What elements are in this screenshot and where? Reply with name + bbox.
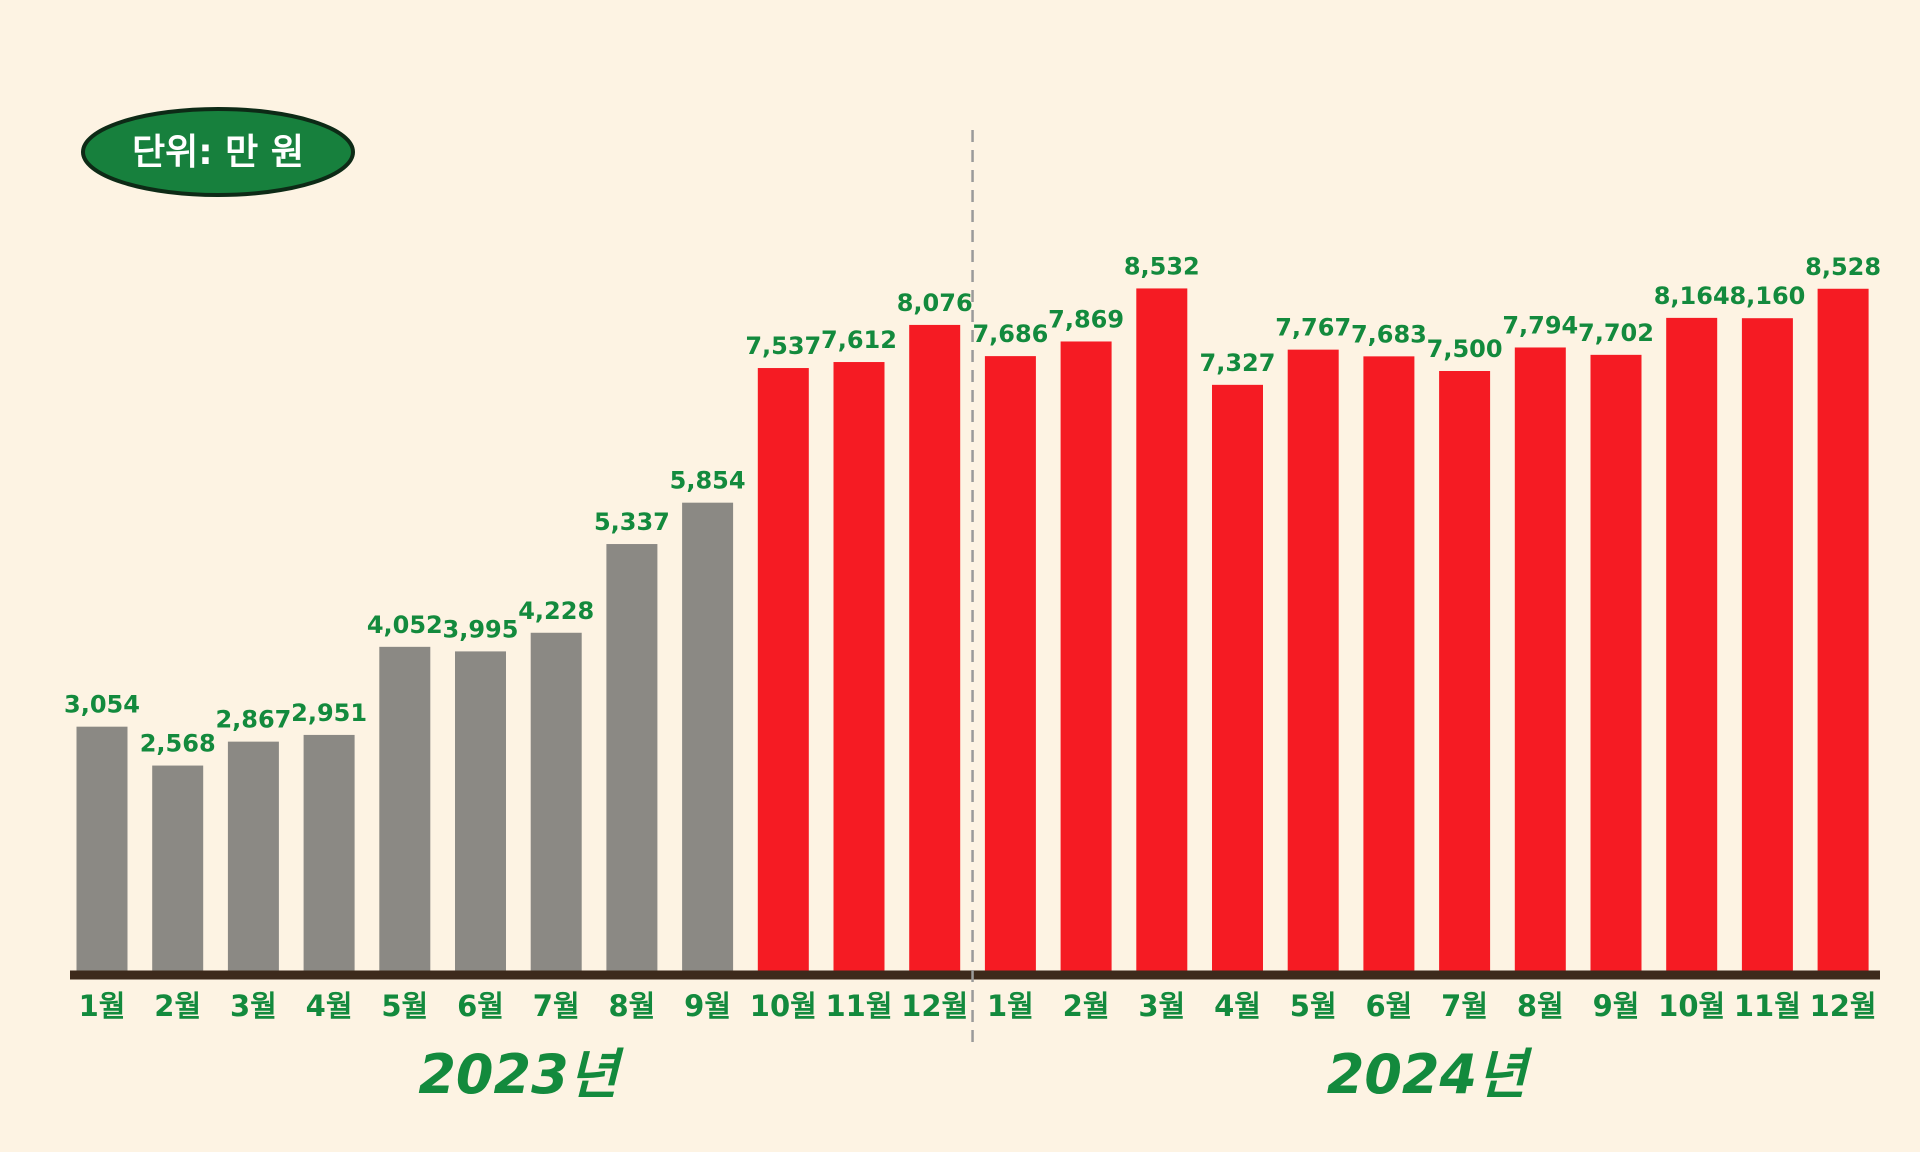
bar-23 <box>1741 318 1793 971</box>
value-label-18: 7,683 <box>1351 320 1427 348</box>
value-label-21: 7,702 <box>1578 319 1654 347</box>
month-label-20: 8월 <box>1517 989 1564 1023</box>
month-label-12: 12월 <box>901 989 968 1023</box>
value-label-24: 8,528 <box>1805 253 1881 281</box>
bar-7 <box>530 632 582 971</box>
bars-layer <box>76 288 1869 972</box>
value-label-3: 2,867 <box>215 706 291 734</box>
month-label-5: 5월 <box>381 989 428 1023</box>
bar-4 <box>303 734 355 971</box>
month-label-1: 1월 <box>79 989 126 1023</box>
bar-11 <box>833 362 885 971</box>
value-label-10: 7,537 <box>745 332 821 360</box>
month-label-2: 2월 <box>154 989 201 1023</box>
value-label-14: 7,869 <box>1048 305 1124 333</box>
value-label-4: 2,951 <box>291 699 367 727</box>
bar-3 <box>227 741 279 971</box>
month-label-11: 11월 <box>825 989 892 1023</box>
bar-6 <box>455 651 506 971</box>
bar-5 <box>379 646 431 971</box>
month-label-19: 7월 <box>1441 989 1488 1023</box>
value-label-1: 3,054 <box>64 691 140 719</box>
bar-18 <box>1363 356 1415 971</box>
bar-13 <box>984 356 1036 971</box>
value-label-11: 7,612 <box>821 326 897 354</box>
month-label-17: 5월 <box>1290 989 1337 1023</box>
month-label-13: 1월 <box>987 989 1034 1023</box>
bar-2 <box>152 765 204 971</box>
value-label-5: 4,052 <box>367 611 443 639</box>
month-label-23: 11월 <box>1734 989 1801 1023</box>
value-label-19: 7,500 <box>1427 335 1503 363</box>
unit-badge-shape <box>81 107 355 197</box>
value-label-16: 7,327 <box>1200 349 1276 377</box>
year-labels-layer: 2023년 2024년 <box>418 1043 1533 1106</box>
month-label-8: 8월 <box>608 989 655 1023</box>
month-label-7: 7월 <box>533 989 580 1023</box>
bar-24 <box>1817 288 1869 971</box>
bar-14 <box>1060 341 1112 972</box>
month-label-24: 12월 <box>1810 989 1877 1023</box>
value-label-22: 8,164 <box>1654 282 1730 310</box>
value-label-7: 4,228 <box>518 597 594 625</box>
value-label-23: 8,160 <box>1729 282 1805 310</box>
value-label-12: 8,076 <box>897 289 973 317</box>
bar-16 <box>1212 384 1263 972</box>
month-label-22: 10월 <box>1658 989 1725 1023</box>
month-label-10: 10월 <box>750 989 817 1023</box>
unit-badge: 단위: 만 원 <box>81 107 355 197</box>
month-label-15: 3월 <box>1138 989 1185 1023</box>
bar-19 <box>1439 371 1491 971</box>
year-label-1: 2023년 <box>418 1043 624 1106</box>
month-label-21: 9월 <box>1593 989 1640 1023</box>
month-label-9: 9월 <box>684 989 731 1023</box>
value-label-8: 5,337 <box>594 508 670 536</box>
bar-1 <box>76 726 128 971</box>
bar-20 <box>1514 347 1566 972</box>
year-label-2: 2024년 <box>1327 1043 1533 1106</box>
bar-17 <box>1287 349 1339 971</box>
bar-15 <box>1136 288 1188 971</box>
bar-10 <box>757 368 809 971</box>
bar-12 <box>909 324 961 971</box>
month-label-16: 4월 <box>1214 989 1261 1023</box>
bar-22 <box>1666 317 1718 971</box>
bar-9 <box>682 502 734 971</box>
month-label-4: 4월 <box>306 989 353 1023</box>
month-label-18: 6월 <box>1365 989 1412 1023</box>
month-label-3: 3월 <box>230 989 277 1023</box>
value-label-6: 3,995 <box>443 615 519 643</box>
value-label-20: 7,794 <box>1502 311 1578 339</box>
value-label-15: 8,532 <box>1124 252 1200 280</box>
month-labels-layer: 1월 2월 3월 4월 5월 6월 7월 8월 9월 10월 11월 12월 1월 2월 3월 4월 5월 6월 7… <box>79 989 1877 1023</box>
value-label-17: 7,767 <box>1275 314 1351 342</box>
month-label-14: 2월 <box>1063 989 1110 1023</box>
value-label-9: 5,854 <box>670 467 746 495</box>
value-label-13: 7,686 <box>972 320 1048 348</box>
month-label-6: 6월 <box>457 989 504 1023</box>
unit-badge-label: 단위: 만 원 <box>132 132 304 173</box>
value-label-2: 2,568 <box>140 730 216 758</box>
bar-21 <box>1590 354 1642 972</box>
bar-8 <box>606 544 658 971</box>
